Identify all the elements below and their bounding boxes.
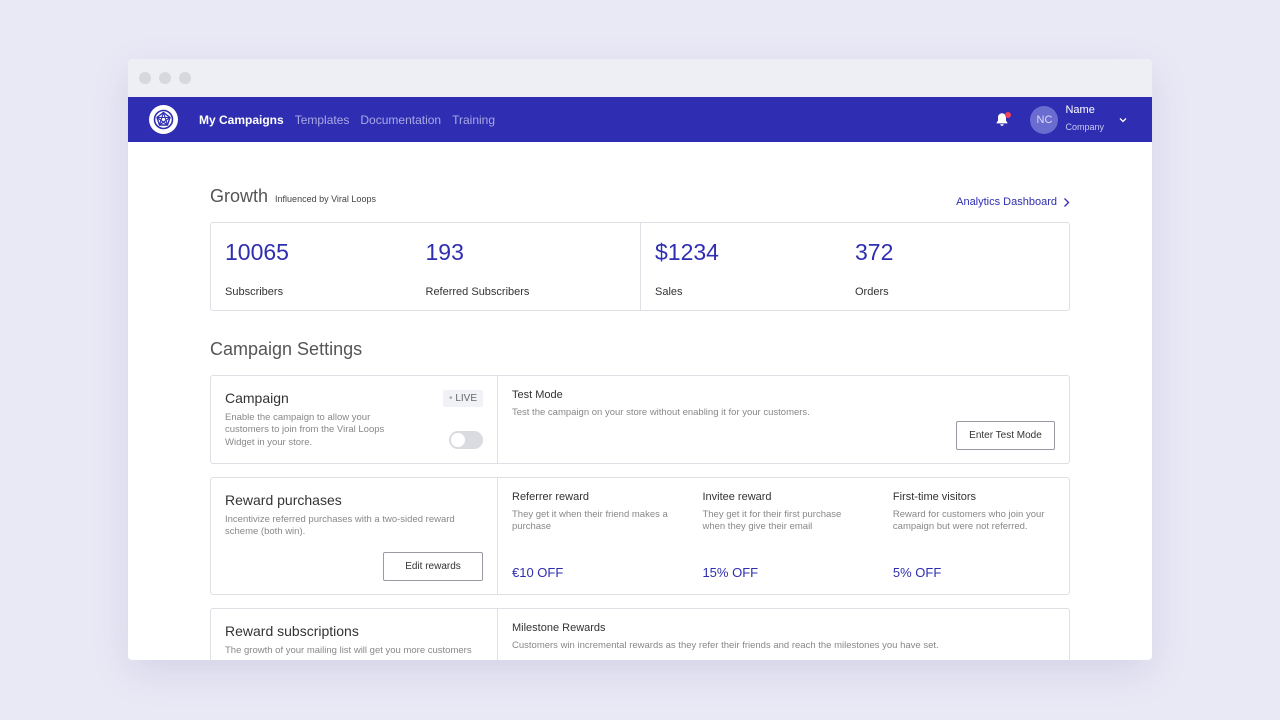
milestone-rewards-title: Milestone Rewards [512, 622, 606, 634]
enter-test-mode-button[interactable]: Enter Test Mode [956, 421, 1055, 450]
nav-my-campaigns[interactable]: My Campaigns [199, 112, 284, 127]
reward-description: Reward for customers who join your campa… [892, 509, 1045, 533]
reward-title: Invitee reward [702, 491, 772, 503]
status-badge-label: LIVE [455, 393, 477, 404]
reward-description: They get it for their first purchase whe… [702, 509, 842, 533]
reward-title: First-time visitors [892, 491, 977, 503]
reward-purchases-cell: Reward purchases Incentivize referred pu… [211, 478, 498, 594]
reward-description: They get it when their friend makes a pu… [512, 509, 668, 533]
campaign-settings-card: Campaign Enable the campaign to allow yo… [210, 375, 1070, 464]
reward-purchases-description: Incentivize referred purchases with a tw… [225, 514, 455, 538]
growth-stats-card: 10065 Subscribers 193 Referred Subscribe… [210, 222, 1070, 311]
sales-stats: $1234 Sales 372 Orders [640, 223, 1069, 310]
campaign-cell: Campaign Enable the campaign to allow yo… [211, 376, 498, 463]
status-badge: • LIVE [443, 390, 483, 407]
stat-label: Referred Subscribers [425, 286, 530, 298]
referrer-reward: Referrer reward They get it when their f… [498, 478, 684, 594]
chevron-right-icon [1064, 197, 1070, 207]
test-mode-cell: Test Mode Test the campaign on your stor… [498, 376, 1069, 463]
notification-badge [1005, 111, 1012, 118]
user-info[interactable]: Name Company [1065, 105, 1104, 134]
reward-purchases-title: Reward purchases [225, 492, 342, 508]
milestone-rewards-cell: Milestone Rewards Customers win incremen… [498, 609, 1069, 660]
stat-value: 193 [425, 239, 464, 265]
top-navigation: My Campaigns Templates Documentation Tra… [128, 97, 1152, 142]
reward-value: 5% OFF [892, 565, 942, 580]
browser-window: My Campaigns Templates Documentation Tra… [128, 59, 1152, 660]
stat-label: Orders [855, 286, 889, 298]
reward-subscriptions-cell: Reward subscriptions The growth of your … [211, 609, 498, 660]
stat-value: $1234 [655, 239, 719, 265]
reward-subscriptions-description: The growth of your mailing list will get… [225, 645, 472, 656]
window-dot-maximize[interactable] [179, 72, 191, 84]
milestone-rewards-description: Customers win incremental rewards as the… [512, 640, 939, 651]
user-company: Company [1065, 122, 1104, 132]
stat-label: Subscribers [225, 286, 284, 298]
reward-value: 15% OFF [702, 565, 759, 580]
stat-label: Sales [655, 286, 683, 298]
nav-documentation[interactable]: Documentation [360, 112, 442, 127]
nav-templates[interactable]: Templates [294, 112, 350, 127]
notification-bell-icon[interactable] [995, 111, 1012, 128]
analytics-dashboard-label: Analytics Dashboard [956, 196, 1057, 208]
avatar[interactable]: NC [1030, 105, 1059, 134]
growth-heading: Growth Influenced by Viral Loops [210, 186, 376, 207]
user-name: Name [1065, 104, 1095, 116]
subscriber-stats: 10065 Subscribers 193 Referred Subscribe… [211, 223, 640, 310]
chevron-down-icon[interactable] [1118, 115, 1128, 125]
stat-referred-subscribers: 193 Referred Subscribers [425, 239, 627, 298]
window-dot-minimize[interactable] [159, 72, 171, 84]
stat-value: 10065 [225, 239, 289, 265]
stat-sales: $1234 Sales [655, 239, 855, 298]
test-mode-description: Test the campaign on your store without … [512, 407, 810, 418]
reward-subscriptions-card: Reward subscriptions The growth of your … [210, 608, 1070, 660]
stat-orders: 372 Orders [855, 239, 1055, 298]
rewards-cell: Referrer reward They get it when their f… [498, 478, 1069, 594]
nav-user-area: NC Name Company [995, 97, 1128, 142]
toggle-knob [451, 433, 465, 447]
test-mode-title: Test Mode [512, 389, 563, 401]
edit-rewards-button[interactable]: Edit rewards [383, 552, 483, 581]
growth-title: Growth [210, 186, 269, 206]
growth-subtitle: Influenced by Viral Loops [275, 194, 376, 204]
window-dot-close[interactable] [139, 72, 151, 84]
nav-training[interactable]: Training [452, 112, 496, 127]
reward-title: Referrer reward [512, 491, 590, 503]
reward-subscriptions-title: Reward subscriptions [225, 623, 359, 639]
campaign-description: Enable the campaign to allow your custom… [225, 412, 385, 448]
campaign-toggle[interactable] [449, 431, 483, 449]
viral-loops-logo-icon[interactable] [149, 105, 178, 134]
campaign-title: Campaign [225, 390, 289, 406]
window-chrome [128, 59, 1152, 97]
stat-value: 372 [855, 239, 894, 265]
stat-subscribers: 10065 Subscribers [225, 239, 426, 298]
reward-value: €10 OFF [512, 565, 564, 580]
campaign-settings-title: Campaign Settings [210, 339, 363, 359]
invitee-reward: Invitee reward They get it for their fir… [688, 478, 874, 594]
first-time-visitors-reward: First-time visitors Reward for customers… [879, 478, 1065, 594]
reward-purchases-card: Reward purchases Incentivize referred pu… [210, 477, 1070, 595]
analytics-dashboard-link[interactable]: Analytics Dashboard [956, 196, 1070, 208]
